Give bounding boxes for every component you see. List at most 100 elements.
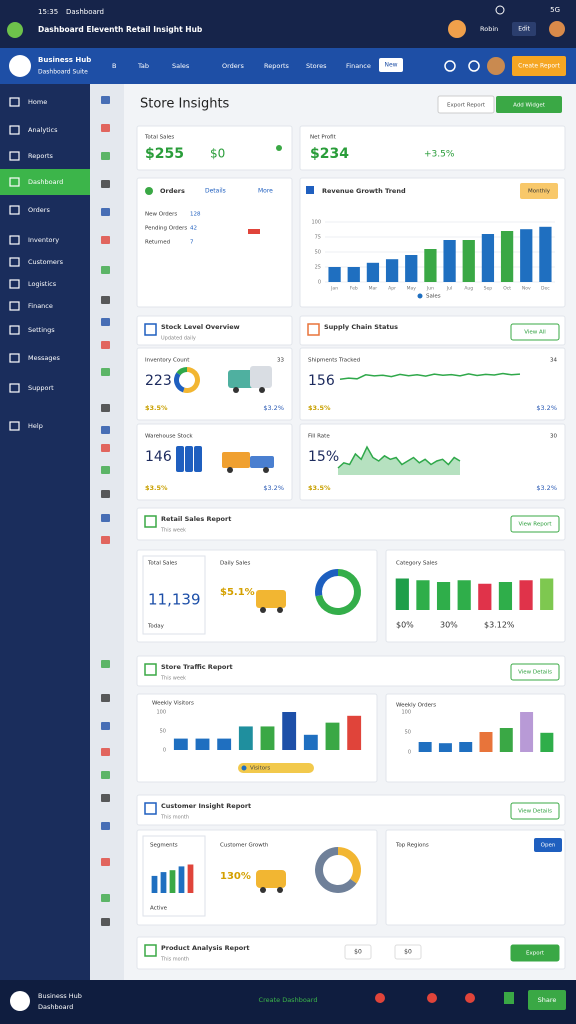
wheel (259, 387, 265, 393)
bar (459, 742, 473, 752)
card-title: Customer Growth (220, 843, 269, 849)
app-title: Dashboard Eleventh Retail Insight Hub (38, 25, 203, 34)
donut-slice (338, 847, 362, 884)
stat-count: 30 (550, 434, 557, 440)
wheel (263, 467, 269, 473)
cta-text[interactable]: Create Report (518, 63, 560, 70)
sidebar-item[interactable]: Settings (28, 326, 55, 334)
section-button[interactable] (510, 663, 560, 681)
x-tick-label: Jul (446, 286, 452, 292)
x-tick-label: Sep (484, 286, 493, 292)
truck (222, 452, 250, 468)
export-button[interactable] (437, 95, 495, 114)
card (136, 423, 293, 501)
footer (0, 980, 576, 1024)
bar (478, 583, 492, 610)
nav-item[interactable]: Sales (172, 62, 190, 70)
add-text[interactable]: Add Widget (513, 103, 546, 109)
edit-badge-text[interactable]: Edit (518, 26, 530, 33)
icon (101, 444, 110, 452)
x-tick-label: Oct (503, 286, 511, 292)
sidebar-item[interactable]: Home (28, 98, 47, 106)
nav-item[interactable]: Tab (137, 62, 149, 70)
bar (395, 578, 409, 610)
nav-item[interactable]: Stores (306, 62, 327, 70)
line (337, 445, 461, 469)
icon (101, 822, 110, 830)
stat-up: $3.5% (308, 484, 331, 492)
link[interactable]: More (258, 188, 273, 195)
sidebar-item[interactable]: Messages (28, 354, 60, 362)
section-button[interactable] (510, 944, 560, 962)
sidebar-icon (9, 257, 20, 267)
section-button[interactable] (510, 323, 560, 341)
legend-label: Visitors (250, 766, 270, 772)
share-button[interactable] (528, 990, 566, 1010)
icon (101, 404, 110, 412)
link[interactable]: Details (205, 188, 226, 195)
sidebar-icon (9, 353, 20, 363)
sidebar-item[interactable]: Support (28, 384, 54, 392)
section-title: Stock Level Overview (161, 323, 240, 331)
sidebar-icon (9, 151, 20, 161)
avatar (549, 21, 565, 37)
section-button-text[interactable]: View Details (518, 809, 552, 815)
add-button[interactable] (496, 96, 562, 113)
card-title: Revenue Growth Trend (322, 187, 406, 195)
icon (468, 60, 480, 72)
nav-badge-text[interactable]: New (384, 62, 397, 69)
open-button-text[interactable]: Open (541, 843, 556, 849)
export-text[interactable]: Export Report (447, 103, 486, 109)
kpi-value: $255 (145, 146, 184, 162)
sidebar-item[interactable]: Analytics (28, 126, 58, 134)
y-tick-label: 100 (401, 710, 411, 716)
wheel (260, 887, 266, 893)
sidebar-item[interactable]: Customers (28, 258, 64, 266)
stat-value: 15% (308, 449, 339, 465)
section-button-text[interactable]: View All (524, 330, 546, 336)
nav-item[interactable]: Finance (346, 62, 371, 70)
sidebar-item[interactable]: Orders (28, 206, 50, 214)
pill (394, 944, 422, 960)
section-button[interactable] (510, 802, 560, 820)
footer-icon (427, 993, 437, 1003)
donut-slice (315, 847, 357, 894)
section-title: Product Analysis Report (161, 944, 250, 952)
card (385, 549, 566, 643)
share-text[interactable]: Share (538, 996, 557, 1004)
status-label: Dashboard (66, 8, 104, 16)
icon (444, 60, 456, 72)
icon (101, 748, 110, 756)
nav-item[interactable]: B (112, 62, 116, 70)
nav-item[interactable]: Orders (222, 62, 244, 70)
sidebar-item[interactable]: Dashboard (28, 178, 63, 186)
sidebar-item[interactable]: Help (28, 422, 43, 430)
nav-item[interactable]: Reports (264, 62, 290, 70)
bar (479, 732, 493, 752)
section-button-text[interactable]: View Details (518, 670, 552, 676)
sidebar-item[interactable]: Finance (28, 302, 53, 310)
footer-link[interactable]: Create Dashboard (259, 996, 318, 1004)
kpi-label: Total Sales (144, 135, 174, 141)
donut-slice (174, 372, 185, 393)
card-title: Weekly Visitors (152, 701, 194, 707)
sidebar-item[interactable]: Logistics (28, 280, 57, 288)
stat-label: Shipments Tracked (308, 358, 360, 364)
nav-badge[interactable] (379, 58, 403, 72)
icon (276, 145, 282, 151)
icon (101, 490, 110, 498)
bar (217, 738, 232, 750)
open-button[interactable] (534, 838, 562, 852)
section-button[interactable] (510, 515, 560, 533)
section-button-text[interactable]: Export (526, 951, 545, 957)
icon (101, 426, 110, 434)
section-button-text[interactable]: View Report (518, 522, 552, 528)
edit-badge[interactable] (512, 22, 536, 36)
sidebar-item[interactable]: Reports (28, 152, 54, 160)
cta-button[interactable] (512, 56, 566, 76)
section-icon (307, 323, 320, 336)
avatar (448, 20, 466, 38)
kpi-value: $234 (310, 146, 349, 162)
sidebar-item[interactable]: Inventory (28, 236, 59, 244)
